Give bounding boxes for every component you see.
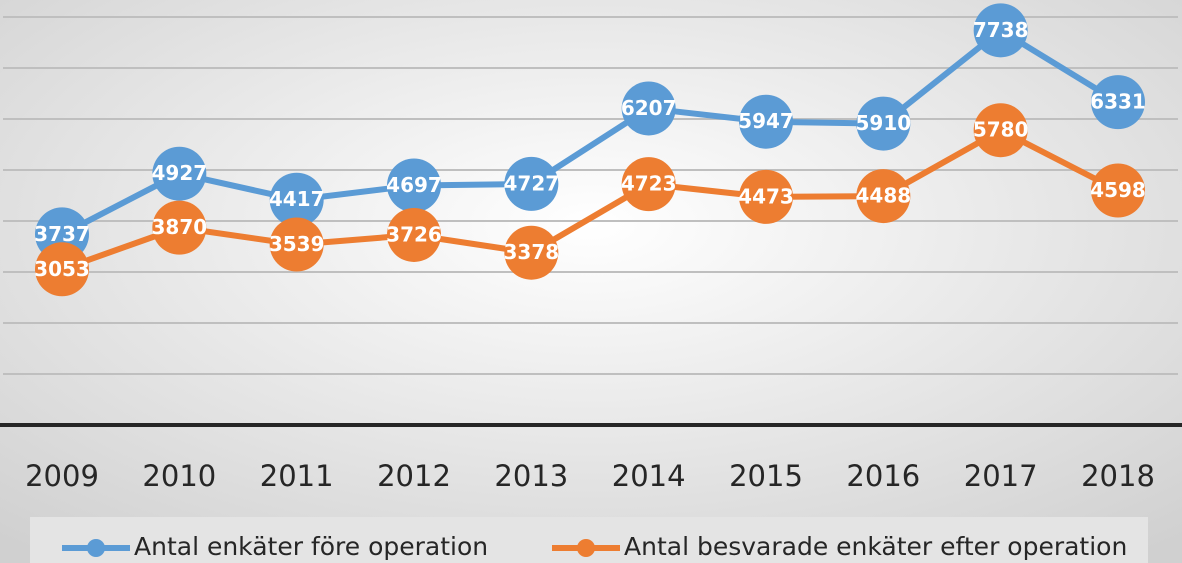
marker (1091, 163, 1145, 218)
x-tick-label: 2015 (729, 459, 803, 493)
data-label: 5780 (973, 118, 1029, 142)
legend-swatch-marker (577, 539, 595, 557)
data-label: 4927 (151, 161, 207, 185)
marker (739, 94, 793, 149)
marker (387, 207, 441, 262)
data-label: 6331 (1090, 90, 1146, 114)
x-tick-label: 2010 (142, 459, 216, 493)
data-label: 3053 (34, 257, 90, 281)
data-label: 6207 (621, 96, 677, 120)
data-label: 4697 (386, 173, 442, 197)
marker (739, 169, 793, 224)
x-tick-label: 2013 (494, 459, 568, 493)
legend-label: Antal besvarade enkäter efter operation (624, 532, 1127, 561)
data-label: 5910 (855, 111, 911, 135)
marker (269, 172, 324, 227)
x-tick-label: 2011 (260, 459, 334, 493)
series-line (60, 27, 1120, 238)
marker (504, 156, 559, 211)
marker (504, 225, 559, 280)
marker (856, 169, 911, 224)
x-tick-label: 2016 (846, 459, 920, 493)
data-label: 3737 (34, 222, 90, 246)
legend-label: Antal enkäter före operation (134, 532, 488, 561)
data-label: 3539 (269, 232, 325, 256)
data-label: 4417 (269, 187, 325, 211)
data-label: 4473 (738, 184, 794, 208)
x-tick-label: 2014 (612, 459, 686, 493)
x-tick-label: 2018 (1081, 459, 1155, 493)
x-tick-label: 2012 (377, 459, 451, 493)
data-label: 3726 (386, 222, 442, 246)
data-label: 4598 (1090, 178, 1146, 202)
marker (152, 146, 207, 201)
data-label: 3870 (151, 215, 207, 239)
marker (1091, 75, 1145, 130)
marker (621, 81, 676, 136)
x-tick-label: 2017 (964, 459, 1038, 493)
marker (856, 96, 911, 151)
x-tick-label: 2009 (25, 459, 99, 493)
data-label: 4727 (503, 171, 559, 195)
marker (35, 242, 89, 297)
marker (621, 157, 676, 212)
series-line (60, 127, 1120, 273)
legend-swatch-marker (87, 539, 105, 557)
data-label: 7738 (973, 18, 1029, 42)
marker (973, 103, 1028, 158)
data-label: 4723 (621, 172, 677, 196)
marker (387, 158, 441, 213)
marker (973, 3, 1028, 58)
marker (152, 200, 207, 255)
data-label: 5947 (738, 109, 794, 133)
data-label: 3378 (503, 240, 559, 264)
marker (269, 217, 324, 272)
data-label: 4488 (855, 184, 911, 208)
